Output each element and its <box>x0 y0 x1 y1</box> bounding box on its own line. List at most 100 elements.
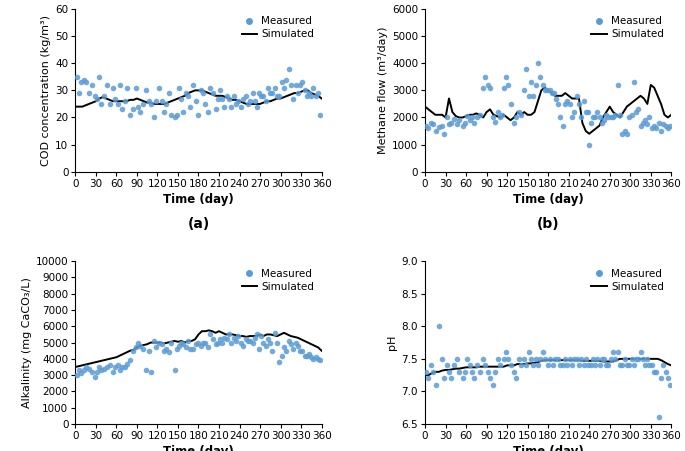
Point <box>614 362 625 369</box>
Point <box>84 89 95 97</box>
Y-axis label: pH: pH <box>387 335 397 350</box>
Point <box>231 100 242 107</box>
Point <box>469 375 479 382</box>
Point <box>569 355 580 363</box>
Point <box>658 362 669 369</box>
Point <box>549 355 560 363</box>
X-axis label: Time (day): Time (day) <box>163 193 234 206</box>
Point <box>547 362 558 369</box>
Point <box>169 114 180 121</box>
Point <box>153 84 164 91</box>
Text: (a): (a) <box>188 217 210 231</box>
Point <box>125 111 136 119</box>
Point <box>87 81 98 88</box>
Point <box>637 120 648 127</box>
Point <box>595 114 606 121</box>
Point <box>558 122 569 129</box>
Point <box>580 355 591 363</box>
Point <box>104 362 115 369</box>
Point <box>469 120 479 127</box>
Point <box>662 375 673 382</box>
Point <box>513 108 524 115</box>
Point <box>138 100 149 107</box>
Point <box>587 114 598 121</box>
Point <box>616 130 627 138</box>
Point <box>203 344 214 351</box>
Point <box>171 111 182 119</box>
Point <box>580 108 591 115</box>
Point <box>441 362 452 369</box>
Point <box>138 345 149 353</box>
Point <box>159 108 170 115</box>
Point <box>597 355 608 363</box>
Point <box>427 368 438 376</box>
Point <box>299 87 310 94</box>
Point <box>96 367 107 374</box>
Point <box>521 65 532 72</box>
Point <box>484 375 495 382</box>
Point <box>658 121 669 128</box>
Point <box>530 355 541 363</box>
Point <box>459 368 470 376</box>
Point <box>554 362 565 369</box>
Point <box>534 73 545 80</box>
Point <box>595 362 606 369</box>
Point <box>423 125 434 132</box>
Point <box>451 355 462 363</box>
Point <box>662 125 673 132</box>
Point <box>601 111 612 119</box>
Point <box>133 339 144 346</box>
Point <box>99 92 110 99</box>
Point <box>128 347 139 354</box>
Point <box>551 95 562 102</box>
Y-axis label: COD concentration (kg/m³): COD concentration (kg/m³) <box>41 15 51 166</box>
Point <box>205 84 216 91</box>
Point <box>464 362 475 369</box>
Point <box>443 121 454 128</box>
Point <box>295 81 306 88</box>
Point <box>546 89 557 97</box>
Point <box>557 362 568 369</box>
Point <box>575 355 586 363</box>
Point <box>664 122 675 129</box>
Point <box>71 73 82 80</box>
Point <box>153 339 164 346</box>
Point <box>238 95 249 102</box>
Point <box>164 349 175 356</box>
Point <box>253 89 264 97</box>
Point <box>233 332 244 340</box>
Point <box>569 108 580 115</box>
Point <box>656 128 667 135</box>
Point <box>78 76 89 83</box>
Point <box>212 339 223 346</box>
Point <box>457 122 468 129</box>
Point <box>510 375 521 382</box>
Point <box>299 352 310 359</box>
Point <box>238 342 249 350</box>
Point <box>540 355 551 363</box>
Point <box>601 362 612 369</box>
Point <box>112 362 123 369</box>
Point <box>571 355 582 363</box>
Point <box>301 92 312 99</box>
Point <box>81 78 92 86</box>
Point <box>497 111 508 119</box>
Point <box>462 355 473 363</box>
Point <box>508 368 519 376</box>
Point <box>585 120 596 127</box>
Point <box>651 368 662 376</box>
Point <box>229 92 240 99</box>
Point <box>421 122 432 129</box>
Point <box>585 362 596 369</box>
Point <box>438 375 449 382</box>
Point <box>114 81 125 88</box>
Point <box>519 355 530 363</box>
Point <box>479 73 490 80</box>
Point <box>308 355 319 363</box>
Point <box>110 364 121 371</box>
Point <box>457 375 468 382</box>
Point <box>578 97 589 105</box>
Point <box>78 367 89 374</box>
Point <box>133 103 144 110</box>
Point <box>597 120 608 127</box>
